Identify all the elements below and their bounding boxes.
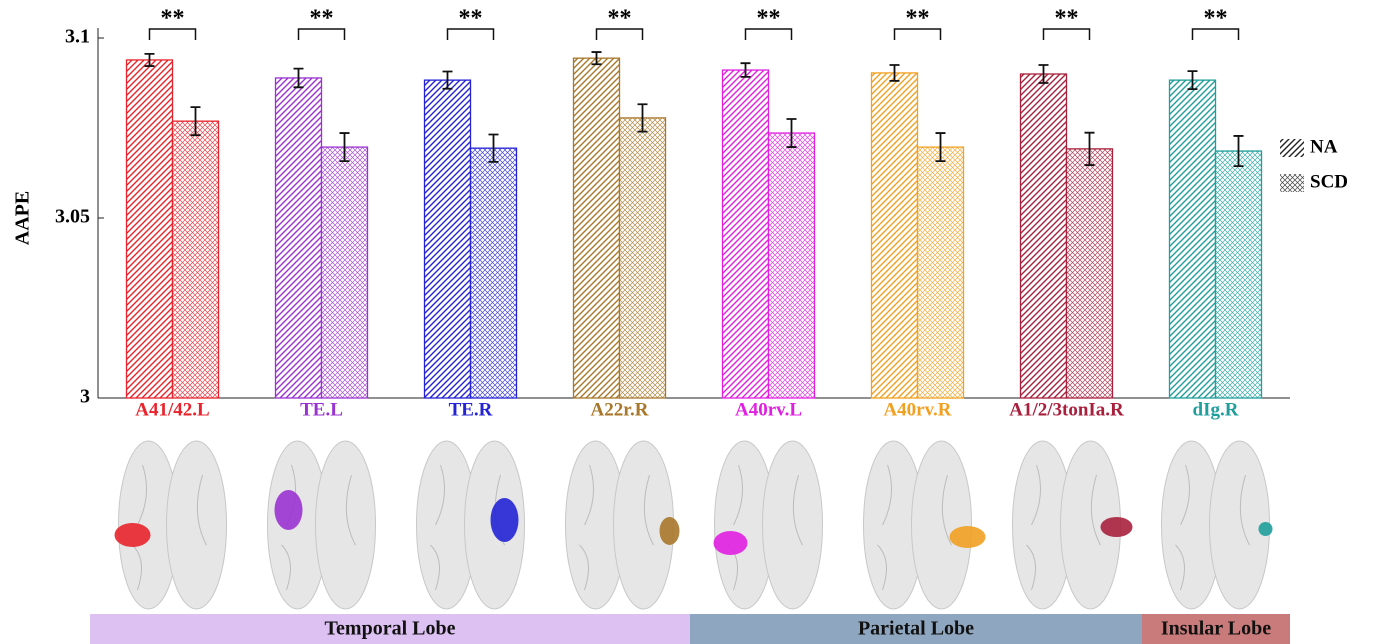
significance-label: ** xyxy=(161,6,185,32)
x-tick-label: TE.L xyxy=(300,399,343,420)
bar xyxy=(1021,74,1067,398)
bar xyxy=(425,80,471,398)
brain-image xyxy=(566,441,680,609)
lobe-label: Insular Lobe xyxy=(1161,618,1271,640)
lobe-label: Temporal Lobe xyxy=(325,618,456,640)
brain-image xyxy=(1162,441,1273,609)
significance-label: ** xyxy=(1204,6,1228,32)
brain-image xyxy=(115,441,227,609)
bar xyxy=(1067,149,1113,398)
chart: AAPE 3 3.05 3.1 A41/42.L ** TE.L ** TE.R ** A22r.… xyxy=(0,0,1387,644)
brain-image xyxy=(864,441,986,609)
bar xyxy=(872,73,918,398)
significance-label: ** xyxy=(906,6,930,32)
x-tick-label: A40rv.L xyxy=(735,399,802,420)
lobe-label: Parietal Lobe xyxy=(858,618,974,640)
bar xyxy=(173,121,219,398)
x-tick-label: A40rv.R xyxy=(883,399,951,420)
x-tick-label: A1/2/3tonIa.R xyxy=(1009,399,1124,420)
legend-label: SCD xyxy=(1310,171,1348,192)
bar xyxy=(574,58,620,398)
bar xyxy=(769,133,815,398)
legend-swatch xyxy=(1280,174,1304,192)
bar xyxy=(918,147,964,398)
x-tick-label: A41/42.L xyxy=(135,399,209,420)
bar xyxy=(276,78,322,398)
bar xyxy=(471,148,517,398)
bar xyxy=(322,147,368,398)
y-tick-label: 3 xyxy=(80,386,90,408)
bar xyxy=(1170,80,1216,398)
y-tick-label: 3.05 xyxy=(55,206,90,228)
significance-label: ** xyxy=(310,6,334,32)
brain-image xyxy=(1013,441,1133,609)
bar xyxy=(127,60,173,398)
x-tick-label: A22r.R xyxy=(591,399,649,420)
significance-label: ** xyxy=(459,6,483,32)
brain-image xyxy=(714,441,823,609)
x-tick-label: TE.R xyxy=(449,399,493,420)
significance-label: ** xyxy=(757,6,781,32)
y-tick-label: 3.1 xyxy=(65,26,90,48)
legend-swatch xyxy=(1280,139,1304,157)
significance-label: ** xyxy=(608,6,632,32)
x-tick-label: dIg.R xyxy=(1193,399,1239,420)
y-axis-label: AAPE xyxy=(12,191,34,245)
brain-image xyxy=(268,441,376,609)
bar xyxy=(1216,151,1262,398)
significance-label: ** xyxy=(1055,6,1079,32)
brain-image xyxy=(417,441,525,609)
bar xyxy=(620,118,666,398)
bar xyxy=(723,70,769,398)
legend-label: NA xyxy=(1310,136,1338,157)
